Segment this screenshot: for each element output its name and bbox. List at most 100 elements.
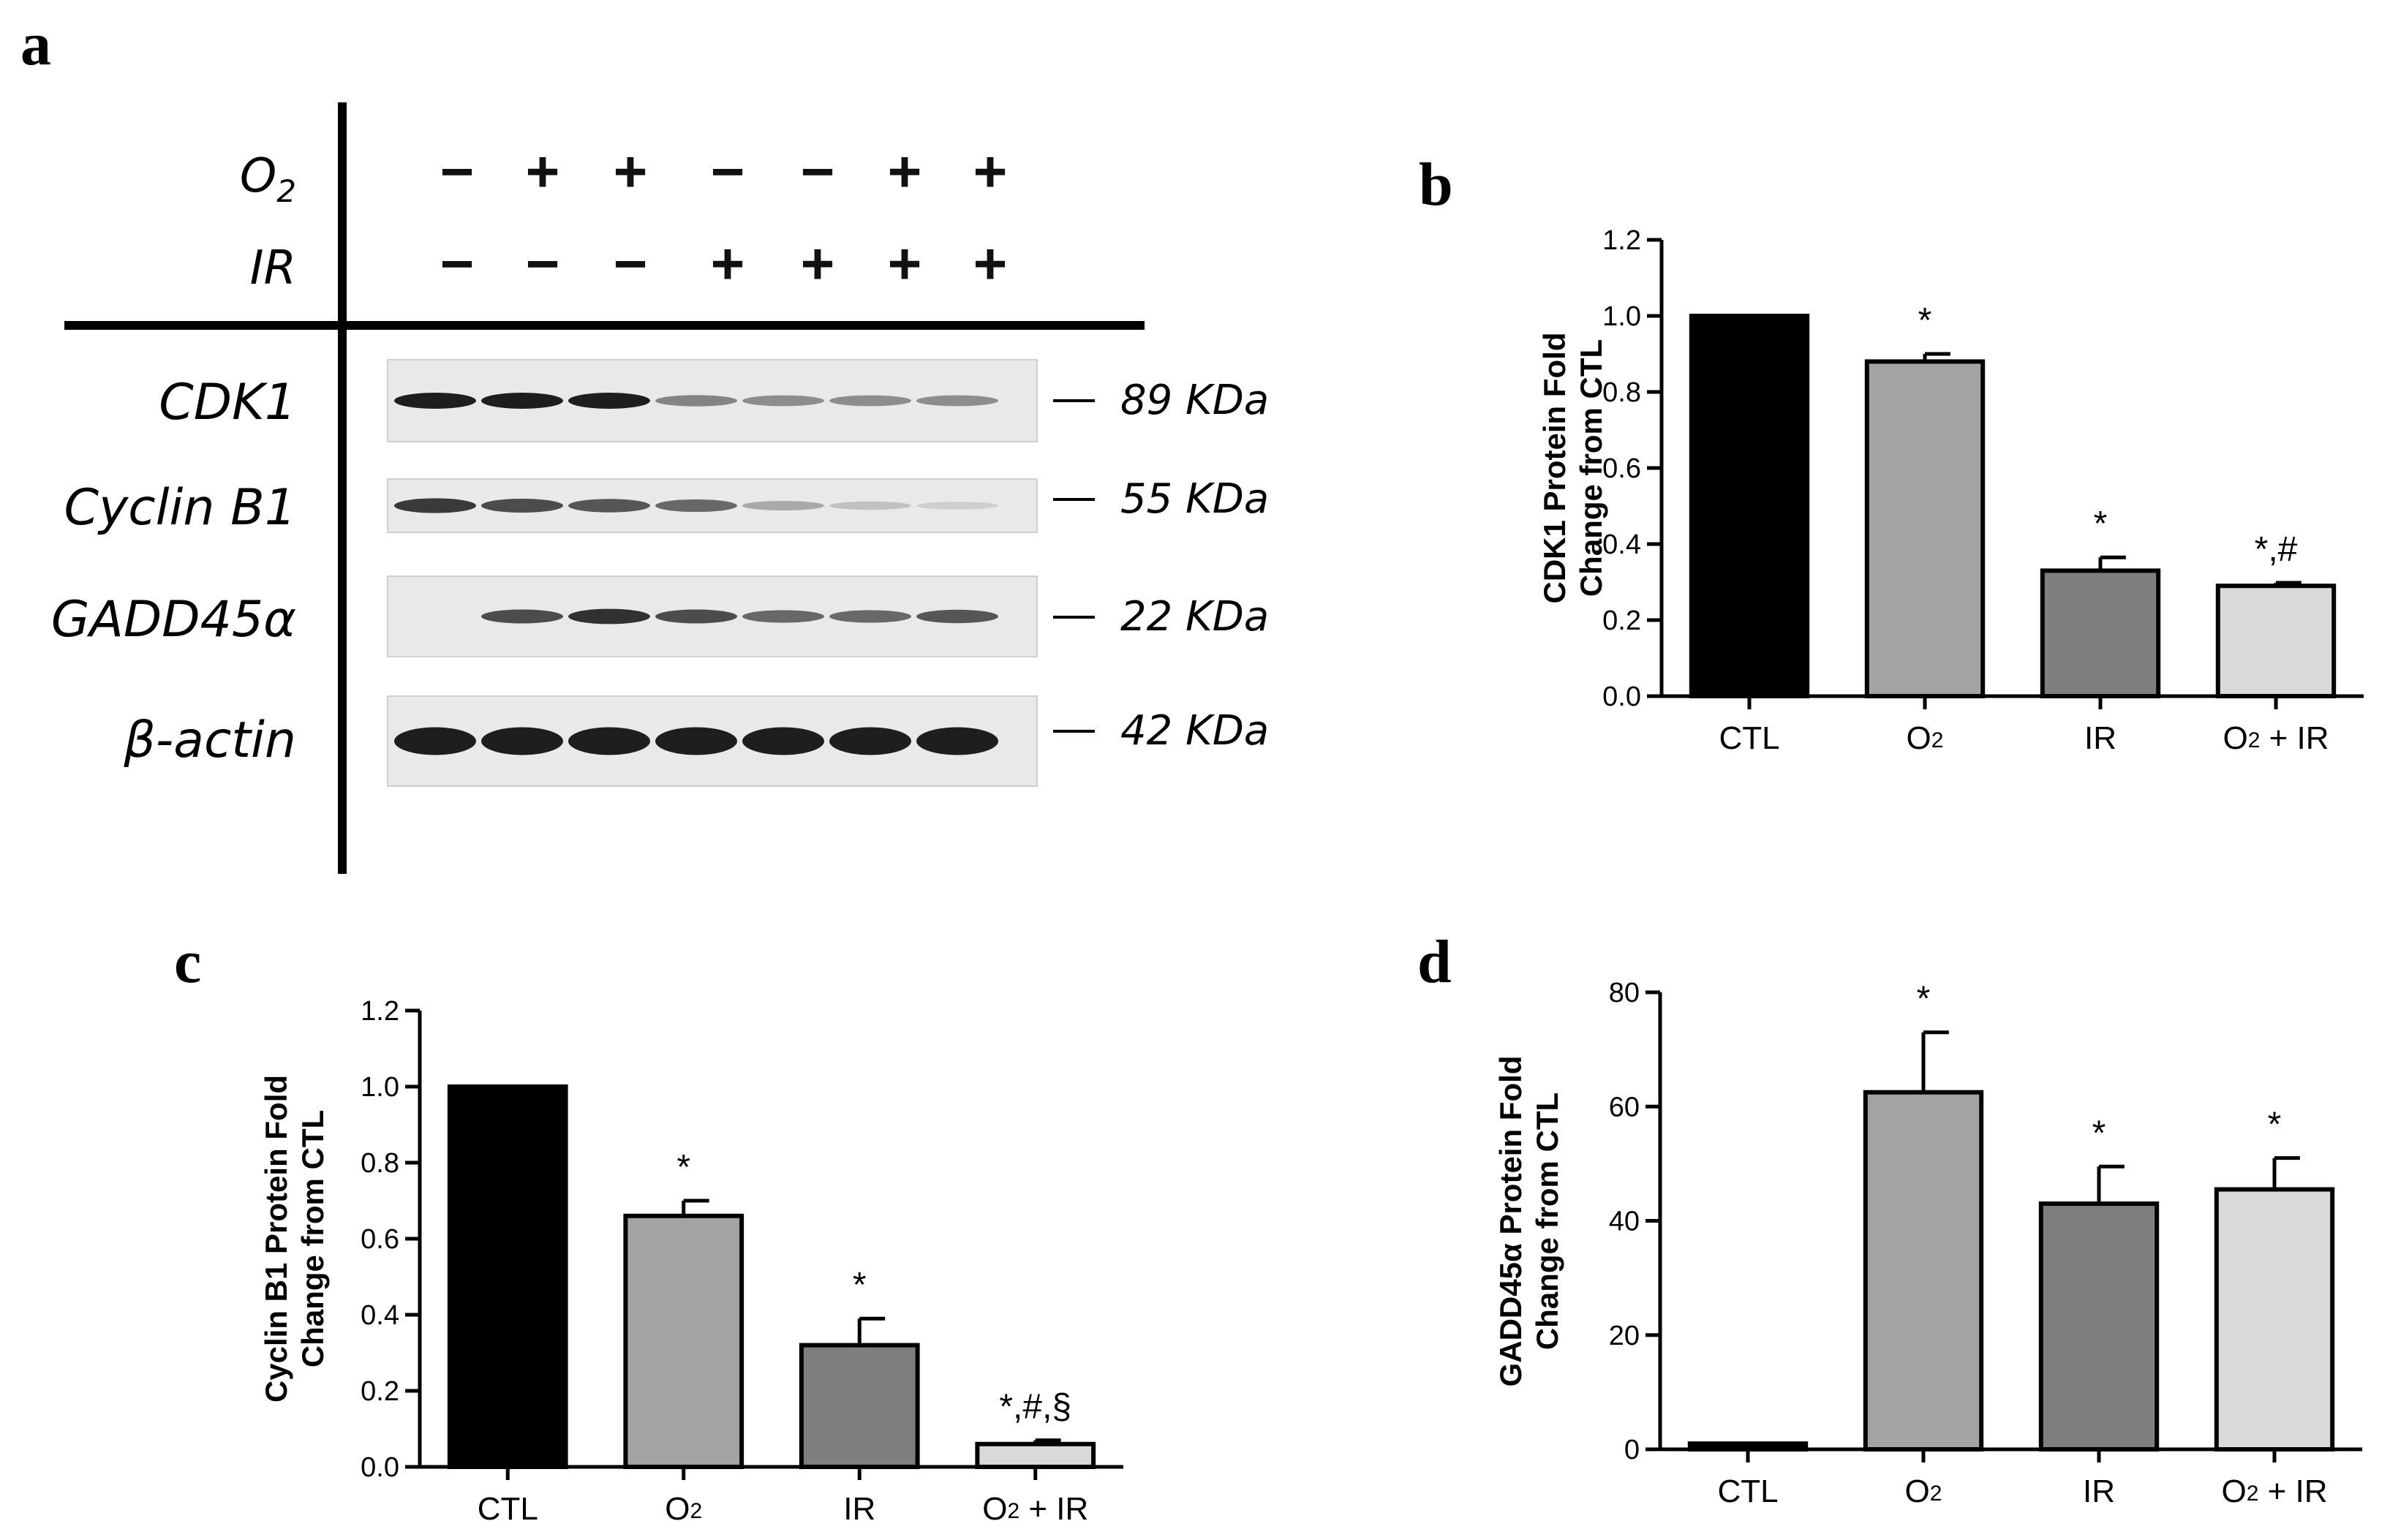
y-tick-label: 0.6 [1602, 453, 1641, 484]
blot-band [394, 498, 476, 513]
blot-size-label: 55 KDa [1120, 475, 1269, 523]
x-tick-label: CTL [1719, 720, 1779, 756]
x-tick-label: O2 [1905, 1473, 1942, 1509]
blot-band [568, 393, 650, 409]
y-tick-label: 0.0 [1602, 682, 1641, 712]
y-tick-label: 0.6 [361, 1224, 399, 1255]
y-tick-label: 80 [1609, 978, 1640, 1008]
bar [1863, 1090, 1984, 1452]
bar [2214, 1187, 2335, 1452]
y-tick-label: 0.0 [361, 1452, 399, 1483]
y-tick-label: 20 [1609, 1321, 1640, 1351]
panel-d-letter: d [1417, 928, 1452, 996]
blot-band [481, 609, 563, 624]
bar [2040, 568, 2161, 699]
blot-band [655, 395, 737, 407]
y-tick-label: 0.2 [1602, 605, 1641, 636]
x-tick-label: O2 + IR [2223, 720, 2329, 756]
significance-label: *,# [2255, 530, 2298, 569]
bar [2038, 1201, 2160, 1452]
blot-protein-label: GADD45α [51, 591, 296, 649]
treatment-sign: − [614, 231, 648, 296]
treatment-sign: − [440, 231, 475, 296]
panel-c-letter: c [174, 928, 201, 996]
blot-band [829, 501, 911, 510]
y-tick-label: 60 [1609, 1092, 1640, 1122]
blot-band [829, 727, 911, 755]
treatment-sign: − [440, 139, 475, 204]
blot-band [568, 499, 650, 513]
blot-band [481, 727, 563, 755]
treatment-sign: + [888, 231, 922, 296]
treatment-sign: + [614, 139, 648, 204]
blot-size-label: 89 KDa [1120, 377, 1269, 424]
bar [799, 1343, 920, 1469]
blot-band [568, 608, 650, 624]
blot-band [742, 395, 824, 407]
blot-band [742, 501, 824, 510]
blot-band [568, 727, 650, 755]
blot-band [655, 727, 737, 755]
significance-label: * [676, 1148, 690, 1187]
blot-band [655, 609, 737, 624]
significance-label: * [2094, 505, 2108, 543]
blot-band [742, 610, 824, 623]
blot-band [394, 393, 476, 409]
x-tick-label: O2 + IR [982, 1491, 1088, 1527]
panel-d-gadd45a-chart: d 0 20 40 60 80 GADD45α Protein FoldChange fro… [1417, 928, 2362, 1509]
y-tick-label: 1.0 [361, 1072, 399, 1103]
y-tick-label: 0.4 [1602, 529, 1641, 560]
blot-band [916, 502, 998, 510]
y-tick-label: 0.2 [361, 1376, 399, 1407]
bar [1864, 359, 1986, 698]
y-axis-label: GADD45α Protein FoldChange from CTL [1493, 1056, 1564, 1387]
x-tick-label: IR [843, 1491, 875, 1527]
significance-label: * [2268, 1106, 2282, 1144]
y-tick-label: 40 [1609, 1207, 1640, 1237]
x-tick-label: O2 + IR [2221, 1473, 2327, 1509]
treatment-sign: − [801, 139, 835, 204]
y-tick-label: 0.4 [361, 1300, 399, 1331]
panel-a-letter: a [20, 10, 51, 78]
significance-label: * [2092, 1114, 2106, 1152]
treatment-sign: + [973, 139, 1008, 204]
blot-size-label: 42 KDa [1120, 707, 1269, 755]
panel-b-letter: b [1419, 151, 1453, 219]
significance-label: * [1918, 301, 1932, 340]
treatment-sign: − [711, 139, 745, 204]
treatment-sign: + [526, 139, 560, 204]
treatment-sign: + [711, 231, 745, 296]
blot-band [916, 609, 998, 624]
treatment-sign: + [888, 139, 922, 204]
y-axis-label: Cyclin B1 Protein FoldChange from CTL [259, 1075, 330, 1403]
bar [623, 1213, 744, 1470]
bar [2215, 584, 2337, 699]
x-tick-label: CTL [1717, 1473, 1778, 1509]
significance-label: *,#,§ [999, 1388, 1071, 1427]
y-tick-label: 0.8 [361, 1148, 399, 1179]
blot-protein-label: Cyclin B1 [64, 479, 296, 537]
y-axis-label: CDK1 Protein FoldChange from CTL [1537, 332, 1608, 603]
treatment-label: O2 [240, 149, 296, 209]
x-tick-label: IR [2084, 720, 2116, 756]
treatment-sign: + [801, 231, 835, 296]
blot-band [481, 393, 563, 409]
blot-band [394, 727, 476, 755]
bar [1689, 314, 1810, 698]
x-tick-label: IR [2083, 1473, 2115, 1509]
blot-band [916, 395, 998, 407]
blot-band [655, 499, 737, 513]
significance-label: * [1917, 980, 1931, 1019]
y-tick-label: 1.0 [1602, 301, 1641, 332]
bar [1687, 1441, 1809, 1452]
x-tick-label: O2 [1907, 720, 1944, 756]
panel-b-cdk1-chart: b 0.0 0.2 0.4 0.6 0.8 1.0 1.2 CDK1 Protein FoldC… [1419, 151, 2364, 756]
blot-protein-label: β-actin [123, 712, 296, 769]
panel-c-cyclin-b1-chart: c 0.0 0.2 0.4 0.6 0.8 1.0 1.2 Cyclin B1 Protein … [174, 928, 1123, 1527]
treatment-label: IR [250, 241, 296, 295]
y-tick-label: 1.2 [1602, 225, 1641, 256]
treatment-sign: + [973, 231, 1008, 296]
y-tick-label: 0 [1624, 1435, 1640, 1465]
x-tick-label: CTL [478, 1491, 538, 1527]
